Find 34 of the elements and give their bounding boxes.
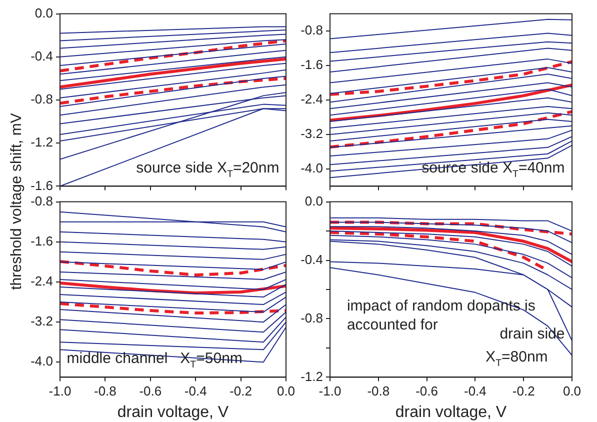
x-tick-label: 0.0 [276, 384, 296, 399]
y-tick-label: -1.2 [300, 368, 323, 384]
x-tick-label: -0.8 [94, 384, 116, 399]
y-tick-label: -0.8 [30, 193, 53, 208]
y-tick-label: -1.6 [30, 178, 53, 193]
x-tick-label: -0.6 [139, 384, 162, 399]
y-tick-label: -2.4 [300, 92, 323, 107]
y-tick-label: 0.0 [304, 193, 323, 208]
y-tick-label: -3.2 [300, 126, 323, 142]
x-axis-title: drain voltage, V [117, 404, 229, 421]
y-tick-label: -1.2 [30, 134, 53, 150]
y-tick-label: 0.0 [34, 5, 53, 20]
x-tick-label: -0.4 [184, 384, 207, 399]
x-tick-label: -0.2 [512, 384, 535, 399]
y-tick-label: -0.8 [300, 310, 323, 326]
y-tick-label: -2.4 [30, 274, 53, 289]
y-tick-label: -0.8 [30, 92, 53, 107]
x-tick-label: -0.4 [464, 384, 486, 399]
y-tick-label: -1.6 [30, 233, 53, 248]
y-tick-label: -4.0 [300, 160, 323, 176]
y-tick-label: -0.8 [300, 22, 323, 38]
y-tick-label: -3.2 [30, 314, 53, 329]
x-tick-label: 0.0 [562, 384, 582, 399]
x-tick-label: -0.2 [230, 384, 252, 399]
y-axis-title: threshold voltage shift, mV [8, 112, 25, 290]
x-tick-label: -0.6 [416, 384, 438, 399]
y-tick-label: -0.4 [300, 252, 323, 267]
y-tick-label: -0.4 [30, 48, 53, 64]
x-tick-label: -0.8 [367, 384, 390, 399]
y-tick-label: -1.6 [300, 57, 323, 72]
y-tick-label: -4.0 [30, 354, 53, 369]
x-tick-label: -1.0 [48, 384, 72, 399]
x-axis-title: drain voltage, V [395, 404, 507, 421]
x-tick-label: -1.0 [318, 384, 342, 399]
